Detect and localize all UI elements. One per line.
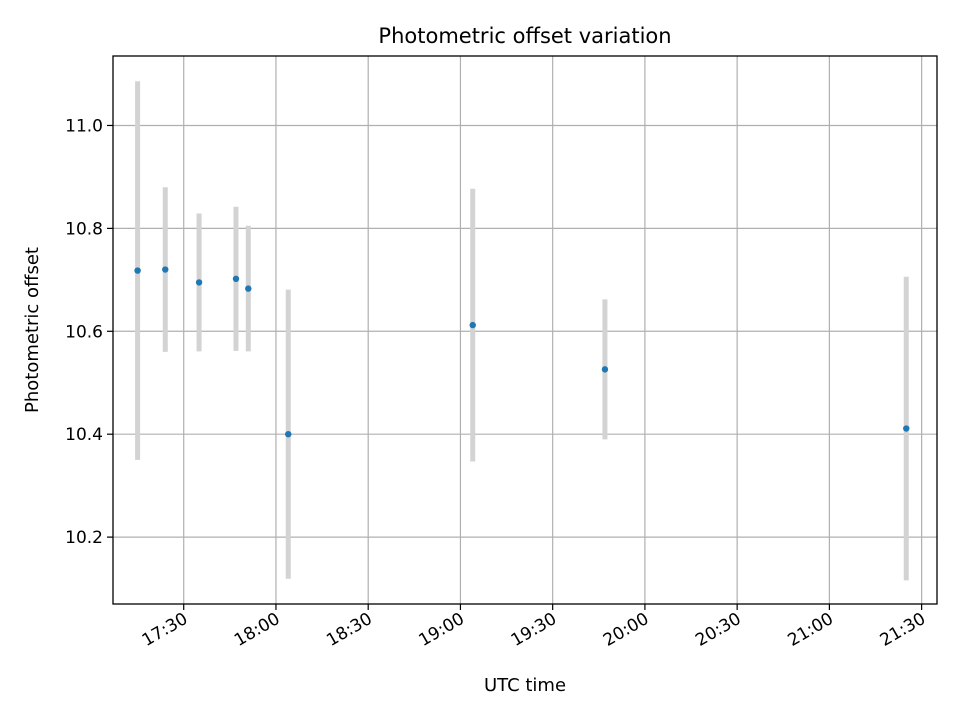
chart-title: Photometric offset variation xyxy=(378,24,671,48)
x-tick-label: 17:30 xyxy=(139,609,191,651)
data-point xyxy=(601,366,609,373)
y-tick-label: 10.4 xyxy=(65,425,103,445)
x-tick-label: 18:00 xyxy=(231,609,283,651)
x-axis-ticks: 17:30 18:00 18:30 19:00 19:30 20:00 20:30 21:00… xyxy=(139,604,929,651)
x-tick-label: 20:30 xyxy=(692,609,744,651)
x-tick-label: 18:30 xyxy=(323,609,375,651)
x-tick-label: 20:00 xyxy=(600,609,652,651)
data-point xyxy=(232,275,240,283)
x-tick-label: 21:00 xyxy=(784,609,836,651)
x-tick-label: 19:30 xyxy=(508,609,560,651)
data-points xyxy=(134,266,910,438)
x-axis-label: UTC time xyxy=(484,675,566,696)
data-point xyxy=(162,266,169,273)
data-point xyxy=(245,285,252,292)
x-tick-label: 19:00 xyxy=(415,609,467,651)
data-point xyxy=(469,321,476,329)
plot-frame xyxy=(112,55,938,605)
y-axis-label: Photometric offset xyxy=(22,247,43,413)
y-tick-label: 10.8 xyxy=(65,219,103,239)
y-tick-label: 10.2 xyxy=(65,528,103,548)
data-point xyxy=(195,279,203,286)
data-point xyxy=(285,430,292,438)
x-tick-label: 21:30 xyxy=(877,609,929,651)
y-axis-ticks: 10.2 10.4 10.6 10.8 11.0 xyxy=(65,116,113,548)
y-tick-label: 10.6 xyxy=(65,322,103,342)
data-point xyxy=(134,267,141,274)
data-point xyxy=(903,425,910,432)
y-tick-label: 11.0 xyxy=(65,116,103,136)
